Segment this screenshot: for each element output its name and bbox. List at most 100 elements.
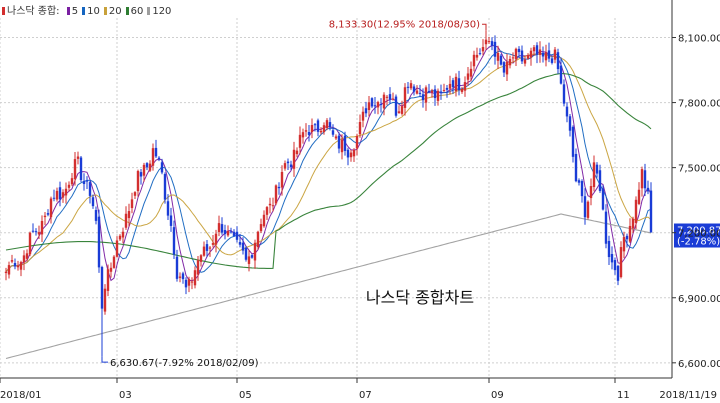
candle-body — [295, 150, 299, 155]
candle-body — [142, 164, 146, 176]
candle-body — [76, 156, 80, 159]
candle-body — [283, 163, 287, 169]
candle-body — [514, 48, 518, 60]
x-tick-label: 11 — [617, 390, 630, 401]
candle-body — [520, 50, 524, 62]
candle-body — [43, 215, 47, 218]
candle-body — [628, 225, 632, 242]
candle-body — [439, 91, 443, 94]
candle-body — [577, 180, 581, 183]
candle-body — [394, 96, 398, 116]
candle-body — [139, 172, 143, 177]
candle-body — [634, 199, 638, 223]
candle-body — [178, 276, 182, 278]
current-change-label: (-2.78%) — [677, 237, 720, 248]
legend-swatch-icon — [125, 7, 129, 15]
candle-body — [346, 149, 350, 158]
candle-body — [403, 87, 407, 108]
high-annotation: 8,133.30(12.95% 2018/08/30) — [329, 19, 480, 30]
candle-body — [19, 262, 23, 270]
candle-body — [649, 190, 653, 233]
candle-body — [364, 108, 368, 114]
candle-body — [400, 106, 404, 114]
candle-body — [448, 83, 452, 89]
candle-body — [229, 231, 233, 233]
candle-body — [475, 54, 479, 58]
candle-body — [535, 45, 539, 55]
candle-body — [592, 162, 596, 188]
legend-swatch-icon — [82, 7, 86, 15]
y-tick-label: 6,900.00 — [678, 294, 720, 305]
x-tick-label: 07 — [359, 390, 372, 401]
candle-body — [85, 180, 89, 182]
candle-body — [34, 231, 38, 233]
candle-body — [334, 136, 338, 139]
candle-body — [565, 106, 569, 117]
candle-body — [640, 169, 644, 189]
candle-body — [538, 49, 542, 55]
candle-body — [484, 39, 488, 45]
candle-body — [25, 253, 29, 259]
candle-body — [382, 94, 386, 109]
candle-body — [337, 135, 341, 149]
ma-line-10 — [5, 50, 652, 273]
candle-body — [121, 231, 125, 238]
candle-body — [571, 126, 575, 157]
candle-body — [388, 94, 392, 100]
candle-body — [529, 50, 533, 58]
candle-body — [232, 231, 236, 236]
candle-body — [454, 76, 458, 92]
candle-body — [550, 58, 554, 63]
current-value-label: 7,200.87 — [677, 226, 720, 237]
candle-body — [109, 267, 113, 272]
candle-body — [385, 96, 389, 98]
candle-body — [517, 48, 521, 53]
candle-body — [274, 185, 278, 204]
candle-body — [607, 240, 611, 258]
candle-body — [361, 111, 365, 121]
candle-body — [202, 246, 206, 256]
y-tick-label: 7,200.00 — [678, 229, 720, 240]
candle-body — [262, 214, 266, 227]
candle-body — [166, 201, 170, 216]
candle-body — [643, 170, 647, 189]
candle-body — [379, 104, 383, 106]
candle-body — [148, 163, 152, 171]
candle-body — [172, 227, 176, 255]
ma-line-60 — [5, 72, 652, 269]
candle-body — [547, 50, 551, 59]
candle-body — [181, 273, 185, 280]
candle-body — [412, 86, 416, 92]
legend-marker-icon — [2, 7, 5, 15]
grid-lines — [0, 18, 672, 378]
candle-body — [214, 233, 218, 245]
candle-body — [532, 47, 536, 52]
candle-body — [355, 136, 359, 149]
candle-body — [268, 203, 272, 206]
candle-body — [64, 188, 68, 196]
candle-body — [526, 55, 530, 59]
candle-body — [130, 199, 134, 209]
candle-body — [316, 120, 320, 132]
x-tick-label: 2018/11/19 — [659, 390, 717, 401]
candle-body — [433, 89, 437, 99]
candle-body — [241, 242, 245, 251]
candle-body — [646, 187, 650, 192]
candle-body — [469, 68, 473, 77]
candle-body — [409, 83, 413, 89]
candle-body — [16, 265, 20, 268]
candle-body — [133, 192, 137, 196]
candle-body — [169, 215, 173, 226]
candle-body — [298, 134, 302, 148]
candle-body — [187, 279, 191, 286]
candle-body — [247, 256, 251, 264]
candle-body — [568, 116, 572, 131]
candle-body — [115, 240, 119, 257]
candle-body — [160, 162, 164, 173]
candle-body — [250, 255, 254, 258]
candle-body — [220, 224, 224, 233]
annotations: 8,133.30(12.95% 2018/08/30) 6,630.67(-7.9… — [101, 19, 720, 369]
candle-body — [196, 260, 200, 275]
